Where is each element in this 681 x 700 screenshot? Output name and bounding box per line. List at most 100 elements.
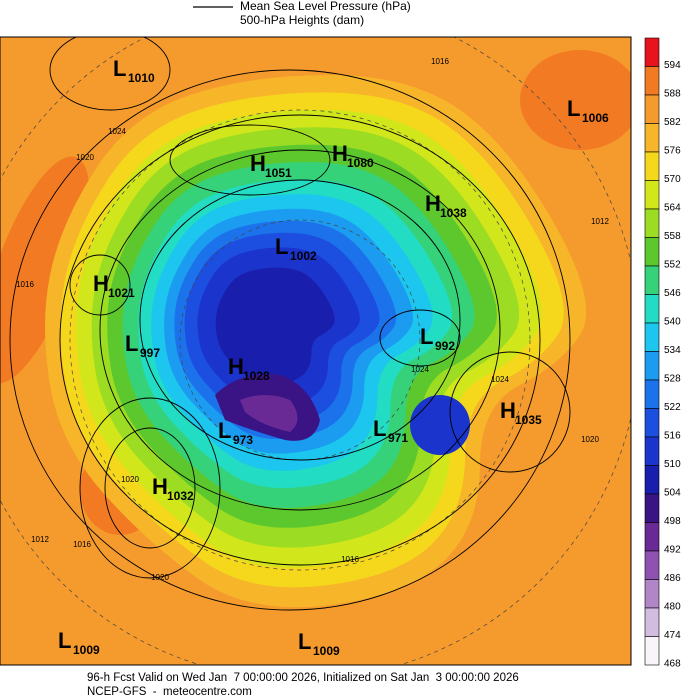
- colorbar-swatch: [644, 579, 660, 609]
- isobar-label: 1016: [341, 555, 359, 564]
- isobar: [69, 254, 131, 316]
- center-value: 1002: [290, 249, 317, 263]
- colorbar-label: 492: [664, 545, 681, 556]
- colorbar-label: 528: [664, 374, 681, 385]
- center-value: 1028: [243, 369, 270, 383]
- center-letter: H: [425, 191, 441, 216]
- colorbar-swatch: [644, 265, 660, 295]
- center-letter: L: [373, 416, 386, 441]
- center-letter: L: [420, 324, 433, 349]
- colorbar-swatch: [644, 550, 660, 580]
- colorbar-swatch: [644, 66, 660, 96]
- colorbar-label: 516: [664, 431, 681, 442]
- center-letter: L: [275, 234, 288, 259]
- center-value: 1080: [347, 156, 374, 170]
- colorbar-swatch: [644, 237, 660, 267]
- isobar-label: 1024: [411, 365, 429, 374]
- isobar-label: 1020: [121, 475, 139, 484]
- center-letter: H: [250, 151, 266, 176]
- center-value: 1009: [313, 644, 340, 658]
- center-letter: L: [567, 96, 580, 121]
- center-value: 997: [140, 346, 160, 360]
- center-letter: H: [93, 271, 109, 296]
- colorbar-swatch: [644, 522, 660, 552]
- colorbar-swatch: [644, 151, 660, 181]
- latitude-circle: [69, 109, 531, 571]
- colorbar-label: 594: [664, 60, 681, 71]
- center-letter: L: [113, 56, 126, 81]
- center-letter: L: [218, 418, 231, 443]
- colorbar-swatch: [644, 208, 660, 238]
- footer-line1: 96-h Fcst Valid on Wed Jan 7 00:00:00 20…: [87, 672, 519, 684]
- colorbar-label: 504: [664, 488, 681, 499]
- height-field: [410, 395, 470, 455]
- isobar-label: 1016: [16, 280, 34, 289]
- colorbar-label: 582: [664, 117, 681, 128]
- colorbar-swatch: [644, 37, 660, 67]
- center-value: 1021: [108, 286, 135, 300]
- colorbar-swatch: [644, 94, 660, 124]
- isobar-label: 1024: [491, 375, 509, 384]
- center-value: 1010: [128, 71, 155, 85]
- colorbar-swatch: [644, 636, 660, 666]
- legend-line-label: Mean Sea Level Pressure (hPa): [240, 0, 411, 13]
- colorbar-swatch: [644, 351, 660, 381]
- colorbar-label: 498: [664, 516, 681, 527]
- center-value: 1009: [73, 643, 100, 657]
- colorbar-swatch: [644, 436, 660, 466]
- legend-fill-label: 500-hPa Heights (dam): [240, 13, 364, 27]
- isobar: [449, 351, 571, 473]
- colorbar-label: 576: [664, 146, 681, 157]
- colorbar-swatch: [644, 493, 660, 523]
- colorbar-label: 474: [664, 630, 681, 641]
- height-field: [215, 267, 335, 385]
- center-value: 1038: [440, 206, 467, 220]
- colorbar-label: 564: [664, 203, 681, 214]
- center-letter: H: [500, 398, 516, 423]
- isobar-label: 1012: [591, 217, 609, 226]
- center-letter: H: [332, 141, 348, 166]
- isobar: [59, 114, 541, 566]
- colorbar-swatch: [644, 379, 660, 409]
- footer-line2: NCEP-GFS - meteocentre.com: [87, 686, 252, 698]
- map-area: 1016 1024 1020 1016 1012 1024 1020 1016 1012 1020…: [0, 37, 631, 665]
- center-value: 1051: [265, 166, 292, 180]
- center-value: 992: [435, 339, 455, 353]
- center-value: 1032: [167, 489, 194, 503]
- isobar: [104, 427, 196, 549]
- warm-tongue: [520, 50, 631, 150]
- colorbar-swatch: [644, 123, 660, 153]
- colorbar-label: 480: [664, 602, 681, 613]
- colorbar-swatch: [644, 294, 660, 324]
- center-letter: H: [152, 474, 168, 499]
- height-field: [240, 395, 298, 432]
- colorbar-label: 522: [664, 402, 681, 413]
- isobar-label: 1016: [73, 540, 91, 549]
- colorbar-swatch: [644, 322, 660, 352]
- colorbar-label: 486: [664, 573, 681, 584]
- colorbar: 594 588 582 576 570 564 558 552 546 540 534 528 522 5…: [644, 37, 681, 670]
- colorbar-label: 468: [664, 659, 681, 670]
- isobar: [9, 69, 571, 611]
- isobar: [79, 397, 221, 579]
- colorbar-label: 570: [664, 174, 681, 185]
- colorbar-label: 510: [664, 459, 681, 470]
- isobar: [139, 179, 461, 461]
- isobar: [99, 149, 501, 511]
- colorbar-label: 540: [664, 317, 681, 328]
- center-letter: L: [58, 628, 71, 653]
- isobar-label: 1020: [151, 573, 169, 582]
- center-letter: H: [228, 354, 244, 379]
- isobar-label: 1020: [76, 153, 94, 162]
- center-value: 973: [233, 433, 253, 447]
- isobar: [169, 124, 331, 196]
- isobar: [49, 37, 171, 111]
- center-value: 1006: [582, 111, 609, 125]
- center-value: 971: [388, 431, 408, 445]
- center-letter: L: [298, 629, 311, 654]
- latitude-circle: [179, 219, 421, 461]
- warm-tongue: [0, 156, 90, 384]
- colorbar-swatch: [644, 465, 660, 495]
